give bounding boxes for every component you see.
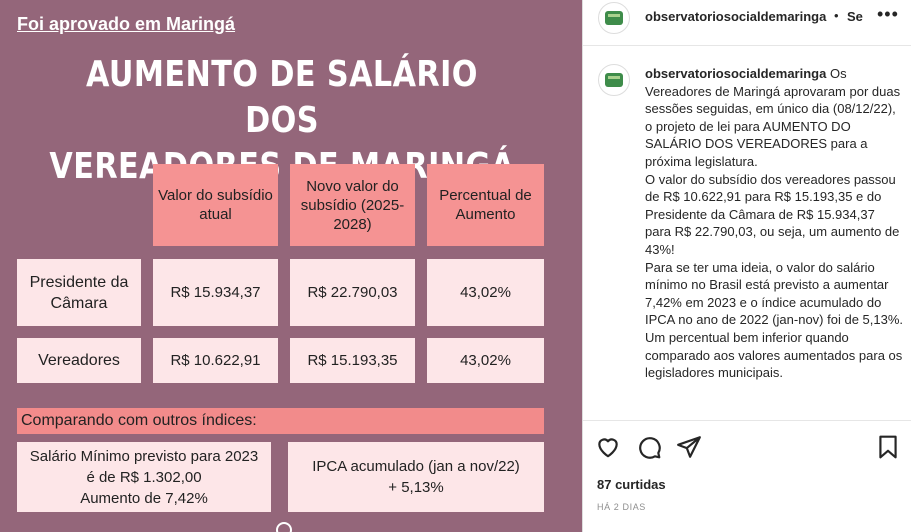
table-cell-president-percent: 43,02%: [427, 259, 544, 326]
caption-avatar[interactable]: [598, 64, 630, 96]
ipca-line-1: IPCA acumulado (jan a nov/22): [312, 458, 520, 475]
follow-button[interactable]: Se: [847, 9, 863, 24]
carousel-indicator[interactable]: [276, 522, 292, 532]
minimum-wage-line-2: é de R$ 1.302,00: [86, 468, 202, 486]
post-image[interactable]: Foi aprovado em Maringá AUMENTO DE SALÁR…: [0, 0, 582, 532]
caption: observatoriosocialdemaringa Os Vereadore…: [645, 65, 903, 417]
minimum-wage-line-1: Salário Mínimo previsto para 2023: [29, 447, 259, 465]
share-icon[interactable]: [676, 434, 702, 460]
headline-line-1: AUMENTO DE SALÁRIO DOS: [86, 54, 478, 141]
logo-icon: [605, 11, 623, 25]
header-divider: [583, 45, 911, 46]
bookmark-icon[interactable]: [875, 434, 901, 460]
header-separator: •: [834, 8, 839, 23]
actions-divider: [583, 420, 911, 421]
post-kicker: Foi aprovado em Maringá: [17, 14, 236, 34]
caption-text-1: Os Vereadores de Maringá aprovaram por d…: [645, 66, 901, 169]
heart-icon[interactable]: [595, 434, 621, 460]
table-cell-vereadores-new: R$ 15.193,35: [290, 338, 415, 383]
caption-paragraph-1: observatoriosocialdemaringa Os Vereadore…: [645, 65, 903, 171]
minimum-wage-box: Salário Mínimo previsto para 2023 é de R…: [17, 442, 271, 512]
comment-icon[interactable]: [636, 434, 662, 460]
caption-paragraph-3: Para se ter uma ideia, o valor do salári…: [645, 259, 903, 381]
likes-count[interactable]: 87 curtidas: [597, 477, 666, 492]
more-options-button[interactable]: •••: [877, 4, 899, 24]
table-header-new: Novo valor do subsídio (2025-2028): [290, 164, 415, 246]
table-header-current: Valor do subsídio atual: [153, 164, 278, 246]
table-cell-president-new: R$ 22.790,03: [290, 259, 415, 326]
ipca-line-2: + 5,13%: [388, 479, 444, 496]
table-row-label-president: Presidente da Câmara: [17, 259, 141, 326]
ipca-box: IPCA acumulado (jan a nov/22) + 5,13%: [288, 442, 544, 512]
table-cell-vereadores-current: R$ 10.622,91: [153, 338, 278, 383]
caption-paragraph-2: O valor do subsídio dos vereadores passo…: [645, 171, 900, 257]
table-header-percent: Percentual de Aumento: [427, 164, 544, 246]
minimum-wage-line-3: Aumento de 7,42%: [80, 489, 208, 507]
caption-logo-icon: [605, 73, 623, 87]
caption-username[interactable]: observatoriosocialdemaringa: [645, 66, 827, 81]
action-bar: [583, 434, 911, 462]
post-time[interactable]: HÁ 2 DIAS: [597, 502, 646, 512]
post-sidebar: observatoriosocialdemaringa • Se ••• obs…: [582, 0, 911, 532]
table-cell-president-current: R$ 15.934,37: [153, 259, 278, 326]
compare-title: Comparando com outros índices:: [17, 408, 544, 434]
header-username[interactable]: observatoriosocialdemaringa: [645, 9, 827, 24]
table-cell-vereadores-percent: 43,02%: [427, 338, 544, 383]
avatar[interactable]: [598, 2, 630, 34]
table-row-label-vereadores: Vereadores: [17, 338, 141, 383]
